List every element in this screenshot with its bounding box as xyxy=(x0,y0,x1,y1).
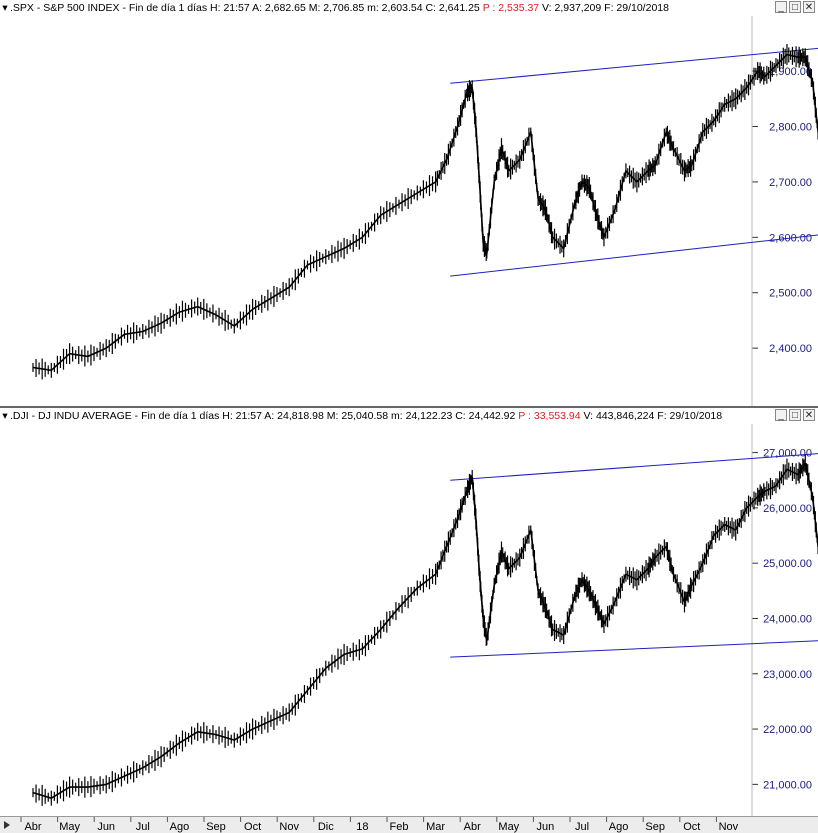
spx-c: 2,641.25 xyxy=(438,2,480,14)
x-tick-label: Jun xyxy=(537,821,555,833)
x-tick-label: Oct xyxy=(683,821,700,833)
y-tick-label: 2,500.00 xyxy=(769,288,812,300)
x-tick-label: 18 xyxy=(356,821,368,833)
x-tick-label: Sep xyxy=(645,821,665,833)
y-tick-label: 21,000.00 xyxy=(763,779,812,791)
dji-m-upper: 25,040.58 xyxy=(341,410,389,422)
price-series-line xyxy=(32,462,818,799)
price-series-line xyxy=(32,53,818,372)
x-tick-label: Jul xyxy=(136,821,150,833)
spx-symbol: .SPX xyxy=(10,2,34,14)
x-tick-label: Ago xyxy=(609,821,629,833)
x-tick-label: Dic xyxy=(318,821,334,833)
spx-m-lower: 2,603.54 xyxy=(381,2,423,14)
minimize-button[interactable]: _ xyxy=(775,409,787,421)
spx-name: S&P 500 INDEX xyxy=(43,2,120,14)
y-tick-label: 26,000.00 xyxy=(763,503,812,515)
spx-f: 29/10/2018 xyxy=(616,2,669,14)
time-axis[interactable]: Abr May Jun Jul Ago Sep Oct Nov Dic 18 Feb Mar Abr Ma… xyxy=(0,816,818,833)
dji-m-lower: 24,122.23 xyxy=(405,410,453,422)
y-tick-label: 2,800.00 xyxy=(769,122,812,134)
channel-lower-line[interactable] xyxy=(450,638,818,658)
y-tick-label: 2,400.00 xyxy=(769,343,812,355)
dji-chart: 21,000.00 22,000.00 23,000.00 24,000.00 25,0… xyxy=(32,424,818,816)
x-tick-label: Jul xyxy=(575,821,589,833)
x-tick-label: Ago xyxy=(170,821,190,833)
x-tick-label: Abr xyxy=(24,821,41,833)
x-tick-label: Jun xyxy=(97,821,115,833)
x-tick-label: May xyxy=(59,821,80,833)
spx-v: 2,937,209 xyxy=(554,2,602,14)
spx-chart: 2,400.002,500.002,600.002,700.002,800.00… xyxy=(32,16,818,406)
close-button[interactable]: ✕ xyxy=(803,1,815,13)
y-tick-label: 27,000.00 xyxy=(763,448,812,460)
y-tick-label: 22,000.00 xyxy=(763,724,812,736)
channel-upper-line[interactable] xyxy=(450,450,818,481)
dji-v: 443,846,224 xyxy=(595,410,655,422)
x-tick-label: Sep xyxy=(206,821,226,833)
channel-upper-line[interactable] xyxy=(450,43,818,84)
collapse-arrow-icon[interactable]: ▾ xyxy=(2,2,8,14)
y-tick-label: 24,000.00 xyxy=(763,613,812,625)
dji-timeframe: Fin de día 1 días xyxy=(141,410,220,422)
x-tick-label: May xyxy=(498,821,519,833)
scroll-left-icon[interactable] xyxy=(4,821,10,829)
dji-name: DJ INDU AVERAGE xyxy=(38,410,132,422)
y-tick-label: 23,000.00 xyxy=(763,669,812,681)
x-tick-label: Feb xyxy=(390,821,409,833)
x-tick-label: Abr xyxy=(464,821,481,833)
collapse-arrow-icon[interactable]: ▾ xyxy=(2,410,8,422)
spx-p: 2,535.37 xyxy=(498,2,540,14)
spx-header: ▾ .SPX - S&P 500 INDEX - Fin de día 1 día… xyxy=(0,0,818,16)
x-tick-label: Mar xyxy=(426,821,445,833)
spx-a: 2,682.65 xyxy=(264,2,306,14)
dji-h: 21:57 xyxy=(235,410,262,422)
dji-a: 24,818.98 xyxy=(277,410,324,422)
maximize-button[interactable]: □ xyxy=(789,1,801,13)
dji-symbol: .DJI xyxy=(10,410,29,422)
dji-header: ▾ .DJI - DJ INDU AVERAGE - Fin de día 1 d… xyxy=(0,408,818,424)
y-tick-label: 25,000.00 xyxy=(763,558,812,570)
minimize-button[interactable]: _ xyxy=(775,1,787,13)
dji-c: 24,442.92 xyxy=(468,410,516,422)
spx-timeframe: Fin de día 1 días xyxy=(128,2,208,14)
maximize-button[interactable]: □ xyxy=(789,409,801,421)
x-tick-label: Nov xyxy=(279,821,299,833)
spx-m-upper: 2,706.85 xyxy=(323,2,365,14)
x-tick-label: Nov xyxy=(719,821,739,833)
spx-pane: ▾ .SPX - S&P 500 INDEX - Fin de día 1 día… xyxy=(0,0,818,406)
x-tick-label: Oct xyxy=(244,821,261,833)
spx-h: 21:57 xyxy=(223,2,250,14)
close-button[interactable]: ✕ xyxy=(803,409,815,421)
dji-p: 33,553.94 xyxy=(533,410,581,422)
dji-f: 29/10/2018 xyxy=(669,410,723,422)
y-tick-label: 2,700.00 xyxy=(769,177,812,189)
dji-pane: ▾ .DJI - DJ INDU AVERAGE - Fin de día 1 d… xyxy=(0,408,818,816)
pane-divider[interactable] xyxy=(0,406,818,408)
channel-lower-line[interactable] xyxy=(450,229,818,277)
